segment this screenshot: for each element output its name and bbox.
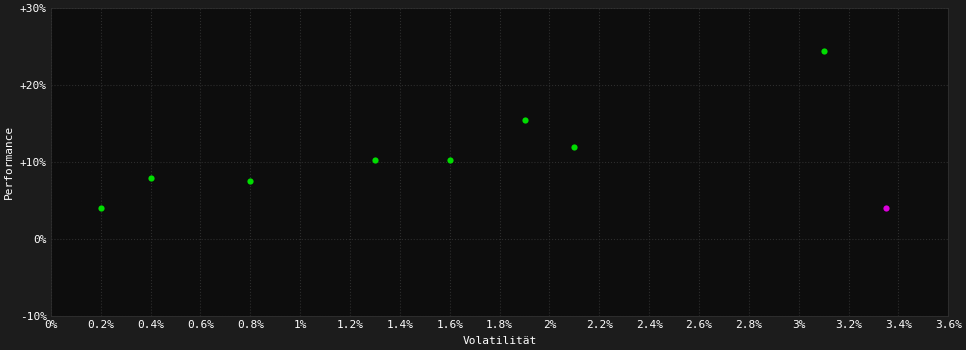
Point [143,175,158,180]
Point [567,144,582,149]
Point [442,157,458,163]
Point [242,178,258,184]
Point [93,205,108,211]
Point [878,205,894,211]
Point [517,117,532,122]
Y-axis label: Performance: Performance [4,125,14,199]
X-axis label: Volatilität: Volatilität [463,336,537,346]
Point [816,48,832,53]
Point [367,157,383,163]
